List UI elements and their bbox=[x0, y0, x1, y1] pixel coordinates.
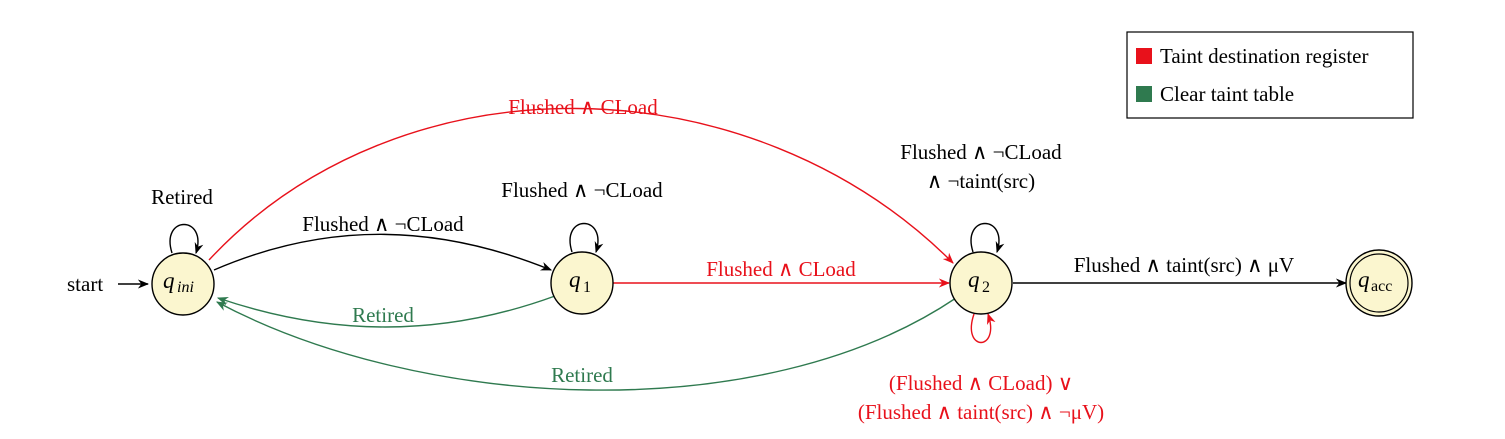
edge-ini-q1 bbox=[213, 233, 553, 271]
edge-q1-ini-label: Retired bbox=[352, 303, 414, 327]
state-q2: q 2 bbox=[949, 251, 1013, 315]
edge-ini-q1-label: Flushed ∧ ¬CLoad bbox=[302, 212, 464, 236]
state-q1: q 1 bbox=[550, 251, 614, 315]
state-q1-main: q bbox=[569, 267, 581, 292]
edge-ini-q2 bbox=[208, 107, 954, 264]
start-label: start bbox=[67, 272, 103, 296]
legend-swatch-red bbox=[1136, 48, 1152, 64]
edge-q2-acc-label: Flushed ∧ taint(src) ∧ μV bbox=[1074, 253, 1294, 277]
legend-item-taint: Taint destination register bbox=[1160, 44, 1368, 68]
state-q-ini-sub: ini bbox=[177, 279, 194, 296]
state-q2-sub: 2 bbox=[982, 279, 990, 296]
state-q-ini-main: q bbox=[163, 268, 175, 293]
edge-q1-self bbox=[569, 222, 604, 254]
edge-ini-q2-label: Flushed ∧ CLoad bbox=[508, 95, 658, 119]
state-q-ini: q ini bbox=[151, 252, 215, 316]
edge-q2-self-top-label-1: Flushed ∧ ¬CLoad bbox=[900, 140, 1062, 164]
edge-q2-self-bottom bbox=[970, 312, 996, 343]
state-q-acc-sub: acc bbox=[1371, 278, 1392, 295]
edge-q2-ini bbox=[216, 297, 957, 391]
edge-ini-self-label: Retired bbox=[151, 185, 213, 209]
edge-q1-ini bbox=[216, 295, 556, 328]
edge-q2-self-bottom-label-2: (Flushed ∧ taint(src) ∧ ¬μV) bbox=[858, 400, 1104, 424]
legend-item-clear: Clear taint table bbox=[1160, 82, 1294, 106]
state-q-acc-main: q bbox=[1358, 267, 1370, 292]
edge-q2-self-bottom-label-1: (Flushed ∧ CLoad) ∨ bbox=[889, 371, 1073, 395]
legend: Taint destination register Clear taint t… bbox=[1126, 31, 1414, 119]
edge-q2-self-top bbox=[970, 222, 1005, 254]
edge-q1-self-label: Flushed ∧ ¬CLoad bbox=[501, 178, 663, 202]
state-q2-main: q bbox=[968, 267, 980, 292]
edge-ini-self bbox=[169, 223, 204, 255]
edge-q2-ini-label: Retired bbox=[551, 363, 613, 387]
state-q-acc: q acc bbox=[1345, 249, 1413, 317]
edge-q2-self-top-label-2: ∧ ¬taint(src) bbox=[927, 169, 1035, 193]
edge-q1-q2-label: Flushed ∧ CLoad bbox=[706, 257, 856, 281]
legend-swatch-green bbox=[1136, 86, 1152, 102]
state-q1-sub: 1 bbox=[583, 279, 591, 296]
